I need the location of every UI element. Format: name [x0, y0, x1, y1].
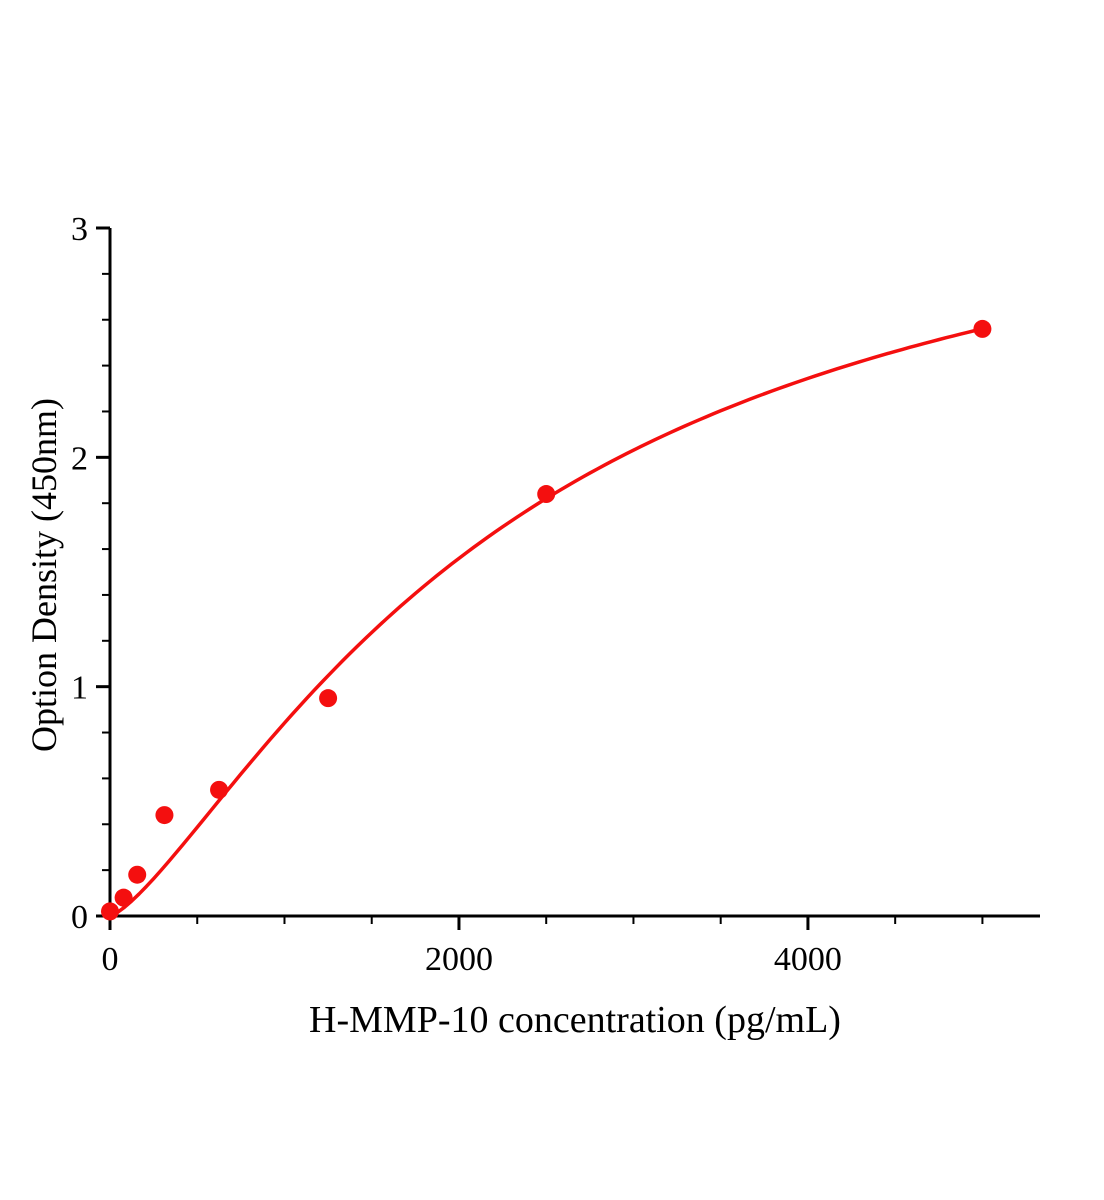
fit-curve — [108, 327, 985, 918]
y-tick-label: 3 — [71, 211, 88, 248]
data-point — [114, 888, 133, 907]
y-tick-label: 0 — [71, 899, 88, 936]
y-tick-label: 1 — [71, 670, 88, 707]
data-point — [537, 485, 556, 504]
x-tick-label: 4000 — [774, 941, 842, 978]
x-tick-label: 2000 — [425, 941, 493, 978]
y-axis-title: Option Density (450nm) — [24, 398, 64, 752]
data-point — [210, 780, 229, 799]
y-tick-label: 2 — [71, 440, 88, 477]
x-tick-label: 0 — [102, 941, 119, 978]
data-point — [155, 806, 174, 825]
data-point — [319, 689, 338, 708]
data-point — [101, 902, 119, 921]
data-point — [128, 865, 147, 884]
data-point — [973, 319, 992, 338]
x-axis-title: H-MMP-10 concentration (pg/mL) — [309, 999, 841, 1041]
